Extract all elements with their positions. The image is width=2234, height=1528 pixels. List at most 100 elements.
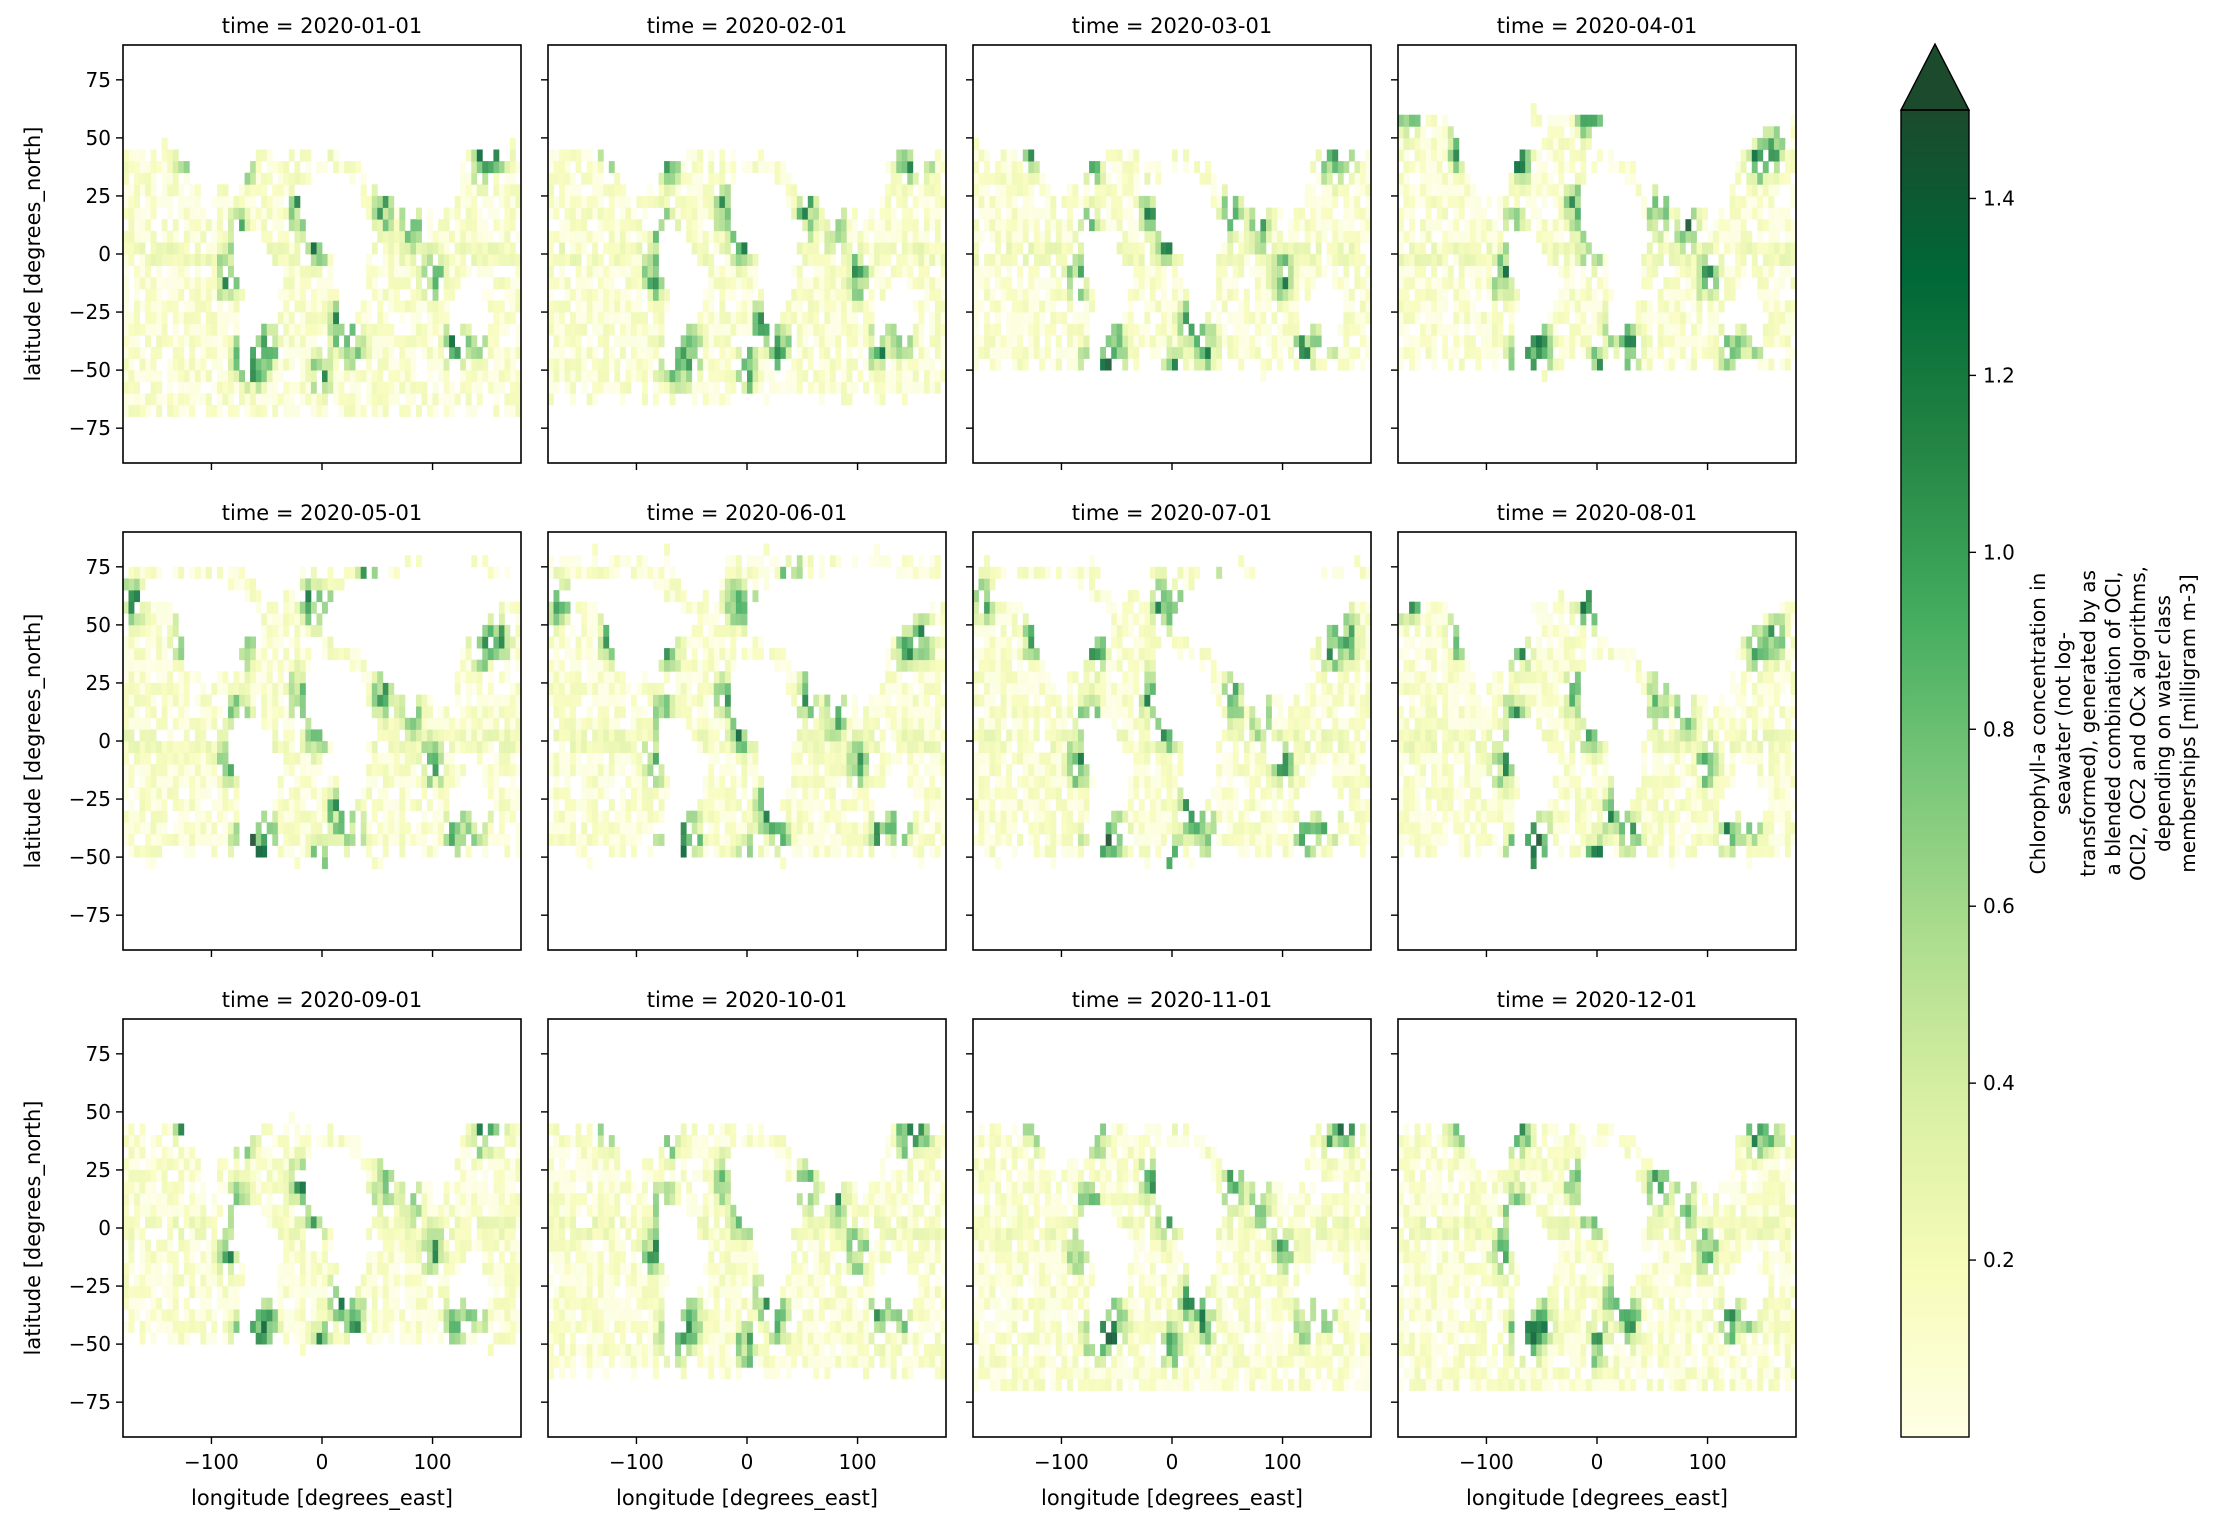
cell [399,277,406,290]
cell [277,312,284,325]
cell [940,265,946,278]
cell [896,358,903,371]
cell [1773,335,1780,348]
cell [416,277,422,290]
cell [410,335,417,348]
cell [1221,265,1228,278]
cell [1166,300,1173,313]
cell [735,300,742,313]
cell [1469,346,1476,359]
cell [233,566,240,579]
cell [399,799,406,812]
cell [1271,207,1278,220]
cell [377,195,384,208]
cell [1458,254,1465,266]
cell [863,242,869,255]
cell [802,346,809,359]
cell [1050,358,1057,371]
cell [222,833,229,846]
cell [653,346,659,359]
cell [134,195,140,208]
cell [1707,300,1714,313]
cell [382,404,389,417]
cell [139,578,146,591]
cell [592,648,599,661]
cell [515,799,521,812]
cell [642,254,648,266]
cell [1359,288,1366,301]
cell [1574,242,1581,255]
cell [1293,254,1300,266]
cell [1177,254,1184,266]
cell [1033,219,1040,232]
cell [724,265,731,278]
cell [1243,254,1250,266]
cell [1668,207,1675,220]
cell [167,706,174,719]
cell [796,288,803,301]
cell [399,404,406,417]
cell [553,694,560,707]
cell [493,717,500,730]
cell [244,590,251,603]
cell [630,219,637,232]
cell [890,358,897,371]
cell [322,799,328,812]
cell [1663,323,1670,336]
cell [1332,195,1339,208]
cell [619,242,626,255]
cell [277,694,284,707]
cell [1398,323,1404,336]
cell [1398,254,1404,266]
cell [581,764,588,777]
cell [498,300,505,313]
cell [128,393,135,406]
cell [172,393,179,406]
cell [1310,207,1317,220]
cell [553,613,560,626]
cell [288,741,295,753]
cell [741,242,748,255]
cell [1552,335,1559,348]
cell [1089,288,1095,301]
cell [172,833,179,846]
cell [509,729,516,742]
cell [564,694,571,707]
cell [1773,161,1780,174]
cell [134,706,140,719]
cell [1530,335,1537,348]
cell [758,149,764,162]
cell [333,799,339,812]
cell [829,300,836,313]
cell [1558,114,1565,127]
cell [217,254,223,266]
cell [818,265,825,278]
cell [145,254,151,266]
cell [1563,288,1570,301]
cell [901,207,908,220]
cell [233,323,240,336]
cell [509,787,516,800]
cell [1271,312,1278,325]
cell [896,172,903,185]
cell [1282,254,1289,266]
cell [852,230,858,243]
cell [1144,207,1151,220]
cell [553,706,560,719]
cell [603,219,610,232]
cell [310,300,317,313]
cell [322,578,328,591]
cell [1591,323,1598,336]
cell [1724,230,1730,243]
cell [1321,172,1328,185]
cell [1155,254,1162,266]
cell [134,566,140,579]
cell [874,370,880,383]
cell [255,845,262,858]
cell [890,346,897,359]
cell [1337,161,1344,174]
cell [592,393,599,406]
cell [995,172,1001,185]
cell [217,566,223,579]
cell [1028,172,1035,185]
